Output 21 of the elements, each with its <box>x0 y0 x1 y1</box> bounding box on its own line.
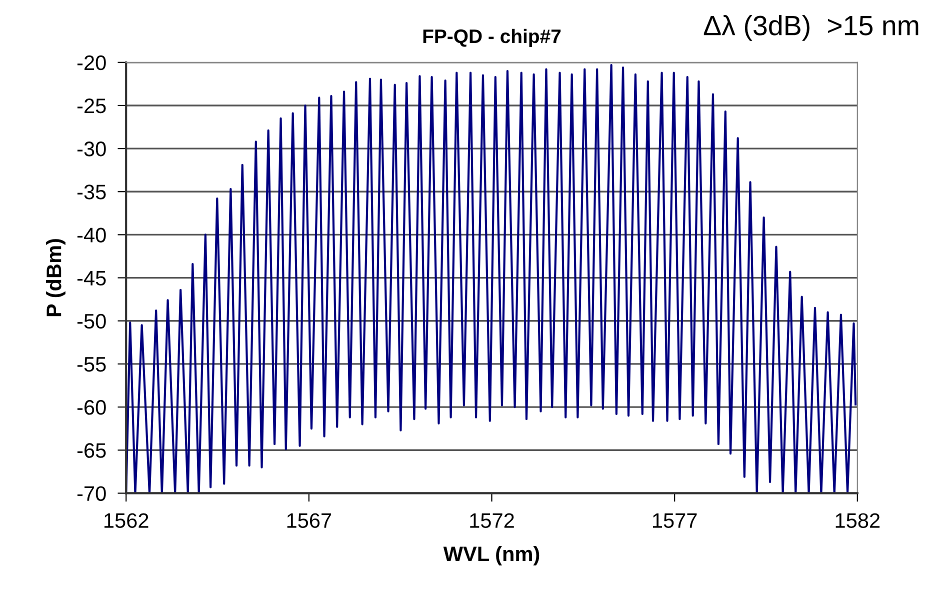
y-tick-label: -50 <box>77 314 106 329</box>
x-tick-label: 1567 <box>287 513 332 528</box>
text: Δλ (3dB) >15 nm <box>704 15 918 41</box>
x-axis-title: WVL (nm) <box>443 546 540 566</box>
y-tick-label: -20 <box>77 55 106 70</box>
x-tick-label: 1582 <box>836 513 880 528</box>
x-tick-label: 1577 <box>653 513 697 528</box>
y-tick-label: -55 <box>77 357 106 372</box>
y-tick-label: -35 <box>77 184 106 200</box>
y-tick-label: -25 <box>77 98 106 114</box>
y-axis-title: P (dBm) <box>46 239 66 316</box>
y-tick-label: -30 <box>77 142 106 156</box>
x-tick-label: 1562 <box>104 513 148 528</box>
y-tick-label: -40 <box>77 228 106 242</box>
y-tick-label: -70 <box>77 486 106 501</box>
y-tick-label: -60 <box>77 400 106 415</box>
chart-title: FP-QD - chip#7 <box>423 28 561 47</box>
x-tick-label: 1572 <box>470 513 514 528</box>
y-tick-label: -45 <box>77 271 106 286</box>
line-series <box>126 64 857 494</box>
y-tick-label: -65 <box>77 443 106 458</box>
